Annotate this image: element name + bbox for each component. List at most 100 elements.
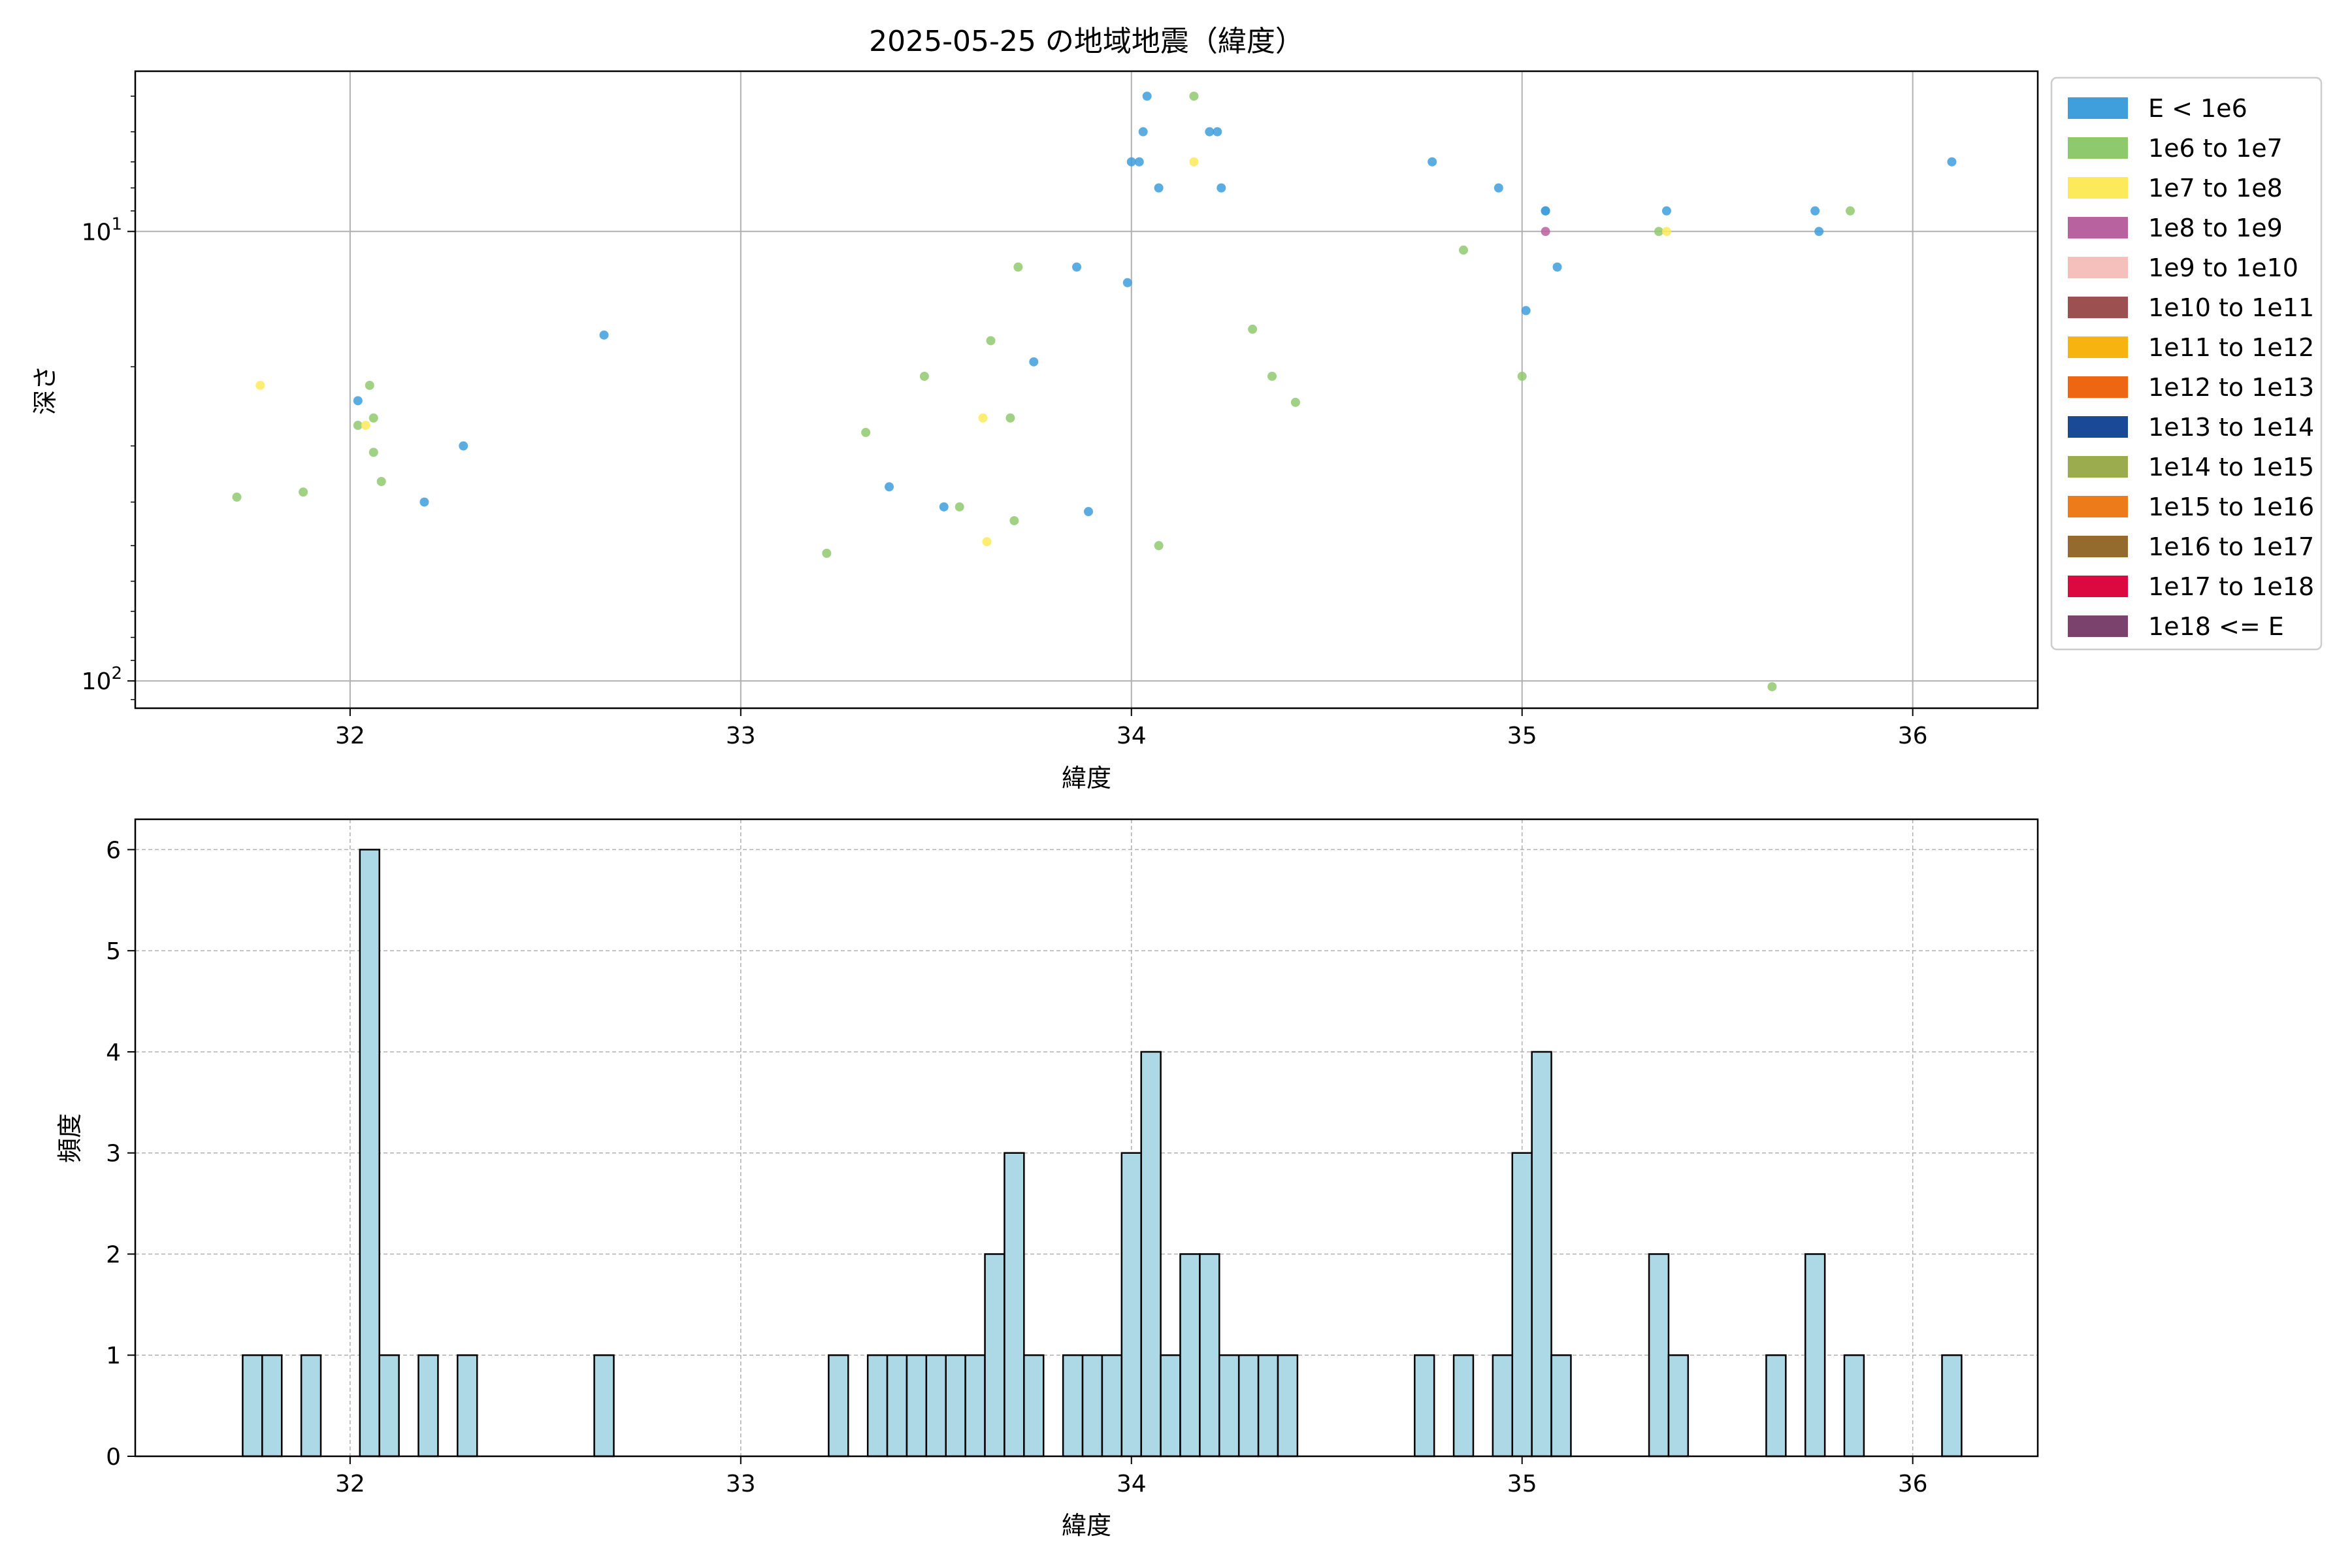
scatter-title: 2025-05-25 の地域地震（緯度） (869, 25, 1304, 58)
legend-frame (2050, 76, 2323, 651)
legend-swatch (2068, 137, 2128, 159)
scatter-point (1122, 278, 1132, 287)
scatter-grid (135, 71, 2038, 708)
histogram-bar (417, 1354, 439, 1458)
histogram-bar (1237, 1354, 1260, 1458)
legend-swatch (2068, 217, 2128, 238)
histogram-x-tick-label: 34 (1117, 1471, 1147, 1497)
histogram-x-ticks: 32 33 34 35 36 (335, 1456, 1928, 1497)
histogram-bar (1218, 1354, 1240, 1458)
histogram-bar (1667, 1354, 1690, 1458)
legend-label: 1e6 to 1e7 (2148, 134, 2283, 163)
histogram-y-ticks: 0 1 2 3 4 5 6 (106, 837, 135, 1471)
scatter-point (255, 380, 265, 390)
scatter-point (1138, 127, 1148, 137)
scatter-point (419, 497, 429, 507)
scatter-points (232, 91, 1957, 692)
histogram-bar (1179, 1253, 1201, 1458)
scatter-x-tick-label: 36 (1898, 723, 1928, 749)
scatter-point (353, 396, 363, 406)
histogram-bar (300, 1354, 322, 1458)
scatter-point (982, 537, 992, 547)
histogram-y-tick-label: 2 (106, 1241, 121, 1268)
scatter-point (1845, 206, 1855, 216)
histogram-bar (593, 1354, 615, 1458)
scatter-point (353, 421, 363, 431)
histogram-bar (359, 849, 380, 1458)
scatter-point (1013, 262, 1023, 272)
legend-label: 1e10 to 1e11 (2148, 293, 2314, 322)
histogram-bar (984, 1253, 1005, 1458)
histogram-bar (1804, 1253, 1826, 1458)
scatter-point (1517, 371, 1527, 381)
scatter-point (376, 476, 386, 486)
scatter-x-label: 緯度 (1062, 764, 1111, 792)
scatter-point (1494, 183, 1503, 193)
scatter-point (368, 448, 378, 457)
histogram-bar (1160, 1354, 1181, 1458)
scatter-point (368, 413, 378, 423)
histogram-bar (1140, 1051, 1162, 1458)
scatter-point (599, 330, 609, 340)
histogram-axes-frame (134, 818, 2039, 1458)
histogram-x-tick-label: 32 (335, 1471, 365, 1497)
histogram-x-tick-label: 35 (1507, 1471, 1537, 1497)
histogram-x-label: 緯度 (1062, 1511, 1111, 1540)
scatter-point (1005, 413, 1015, 423)
scatter-y-label: 深さ (31, 365, 59, 415)
legend-label: 1e13 to 1e14 (2148, 413, 2314, 442)
legend-label: 1e14 to 1e15 (2148, 453, 2314, 482)
scatter-x-tick-label: 34 (1117, 723, 1147, 749)
scatter-point (986, 336, 996, 346)
scatter-point (822, 548, 832, 558)
histogram-bar (1120, 1152, 1142, 1458)
histogram-bar (828, 1354, 849, 1458)
histogram-y-label: 頻度 (56, 1113, 84, 1163)
scatter-x-tick-label: 35 (1507, 723, 1537, 749)
scatter-point (1810, 206, 1820, 216)
scatter-point (885, 482, 894, 492)
histogram-y-tick-label: 4 (106, 1039, 121, 1066)
histogram-bar (1550, 1354, 1572, 1458)
legend-label: E < 1e6 (2148, 94, 2247, 123)
histogram-bar (1081, 1354, 1103, 1458)
scatter-point (1154, 183, 1164, 193)
scatter-point (1154, 541, 1164, 551)
legend-label: 1e11 to 1e12 (2148, 333, 2314, 362)
histogram-bar (1199, 1253, 1220, 1458)
scatter-point (919, 371, 929, 381)
scatter-axes-frame (134, 70, 2039, 710)
scatter-point (459, 441, 468, 451)
scatter-point (1814, 227, 1824, 237)
scatter-point (1029, 357, 1039, 367)
histogram-x-tick-label: 36 (1898, 1471, 1928, 1497)
histogram-y-tick-label: 6 (106, 837, 121, 864)
histogram-bar (945, 1354, 966, 1458)
histogram-y-tick-label: 1 (106, 1343, 121, 1369)
scatter-point (361, 421, 370, 431)
histogram-bar (964, 1354, 986, 1458)
scatter-point (1083, 507, 1093, 517)
scatter-point (1947, 157, 1957, 167)
histogram-bar (1277, 1354, 1299, 1458)
histogram-bar (1452, 1354, 1475, 1458)
legend-swatch (2068, 336, 2128, 358)
legend-swatch (2068, 496, 2128, 517)
scatter-x-tick-label: 32 (335, 723, 365, 749)
histogram-bar (1843, 1354, 1865, 1458)
scatter-y-ticks: 101 102 (82, 95, 135, 700)
scatter-point (1072, 262, 1082, 272)
scatter-point (1189, 91, 1199, 101)
scatter-point (1213, 127, 1222, 137)
histogram-bar (1257, 1354, 1279, 1458)
histogram-bars (242, 849, 1963, 1458)
legend-swatch (2068, 615, 2128, 637)
scatter-point (1459, 245, 1469, 255)
scatter-y-tick-label: 101 (82, 214, 122, 246)
legend-swatch (2068, 177, 2128, 199)
histogram-bar (866, 1354, 889, 1458)
scatter-point (1205, 127, 1215, 137)
histogram-y-tick-label: 5 (106, 938, 121, 965)
histogram-y-tick-label: 3 (106, 1141, 121, 1168)
